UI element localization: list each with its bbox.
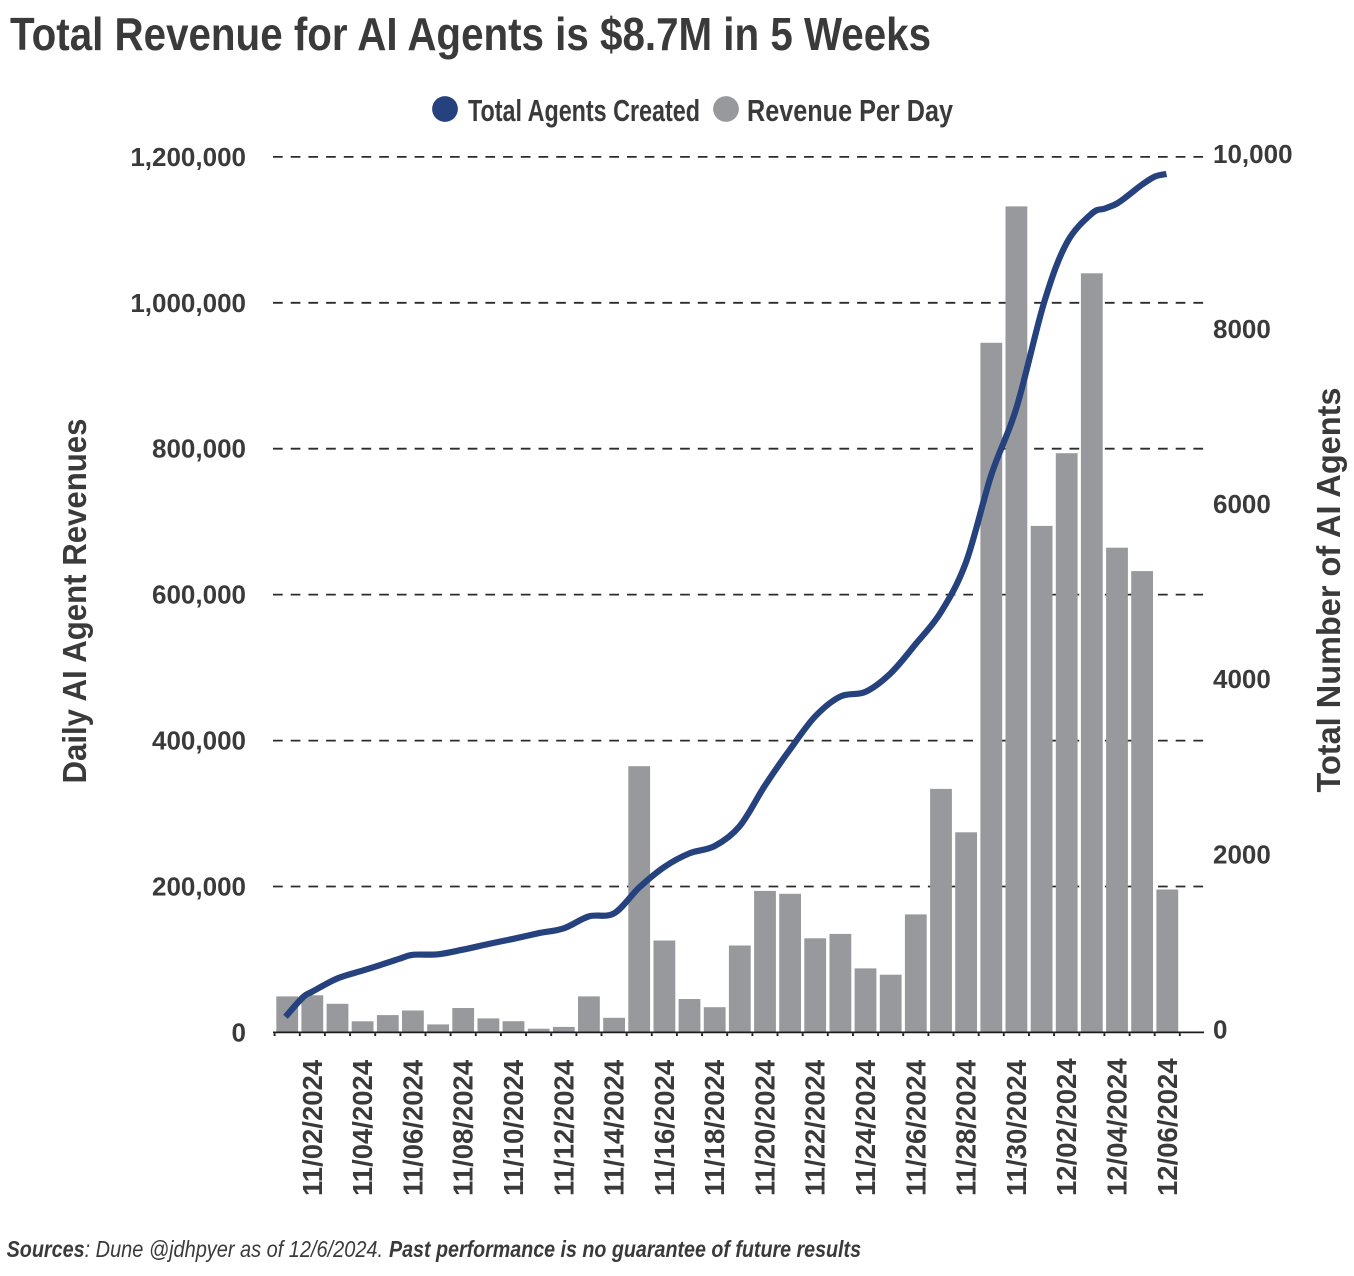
svg-text:11/18/2024: 11/18/2024 <box>699 1059 730 1196</box>
svg-text:11/02/2024: 11/02/2024 <box>297 1059 328 1196</box>
svg-text:11/20/2024: 11/20/2024 <box>750 1059 781 1196</box>
svg-text:11/28/2024: 11/28/2024 <box>951 1059 982 1196</box>
svg-text:4000: 4000 <box>1213 664 1271 694</box>
svg-text:0: 0 <box>232 1017 246 1047</box>
svg-text:11/26/2024: 11/26/2024 <box>900 1059 931 1196</box>
svg-text:11/12/2024: 11/12/2024 <box>548 1059 579 1196</box>
svg-text:2000: 2000 <box>1213 839 1271 869</box>
svg-text:11/10/2024: 11/10/2024 <box>498 1059 529 1196</box>
svg-text:Sources: Dune @jdhpyer as of 1: Sources: Dune @jdhpyer as of 12/6/2024. … <box>7 1236 861 1262</box>
svg-text:200,000: 200,000 <box>152 872 246 902</box>
svg-text:10,000: 10,000 <box>1213 139 1293 169</box>
svg-text:400,000: 400,000 <box>152 726 246 756</box>
svg-text:Total Number of AI Agents: Total Number of AI Agents <box>1310 388 1347 793</box>
svg-text:Daily AI Agent Revenues: Daily AI Agent Revenues <box>56 419 93 784</box>
svg-text:Total Revenue for AI Agents is: Total Revenue for AI Agents is $8.7M in … <box>10 8 931 60</box>
svg-text:Revenue Per Day: Revenue Per Day <box>747 93 954 128</box>
svg-text:0: 0 <box>1213 1014 1227 1044</box>
svg-text:12/06/2024: 12/06/2024 <box>1152 1058 1183 1196</box>
svg-text:11/30/2024: 11/30/2024 <box>1001 1059 1032 1196</box>
svg-text:600,000: 600,000 <box>152 580 246 610</box>
svg-text:800,000: 800,000 <box>152 434 246 464</box>
svg-text:11/22/2024: 11/22/2024 <box>800 1059 831 1196</box>
svg-text:1,000,000: 1,000,000 <box>130 288 246 318</box>
svg-text:Total Agents Created: Total Agents Created <box>468 93 700 128</box>
svg-text:11/04/2024: 11/04/2024 <box>347 1059 378 1196</box>
svg-text:11/24/2024: 11/24/2024 <box>850 1059 881 1196</box>
svg-text:11/06/2024: 11/06/2024 <box>397 1059 428 1196</box>
svg-text:11/14/2024: 11/14/2024 <box>599 1059 630 1196</box>
svg-text:12/04/2024: 12/04/2024 <box>1102 1058 1133 1196</box>
svg-text:1,200,000: 1,200,000 <box>130 142 246 172</box>
svg-text:11/08/2024: 11/08/2024 <box>448 1059 479 1196</box>
svg-text:6000: 6000 <box>1213 489 1271 519</box>
svg-text:8000: 8000 <box>1213 314 1271 344</box>
svg-text:12/02/2024: 12/02/2024 <box>1051 1058 1082 1196</box>
svg-text:11/16/2024: 11/16/2024 <box>649 1059 680 1196</box>
